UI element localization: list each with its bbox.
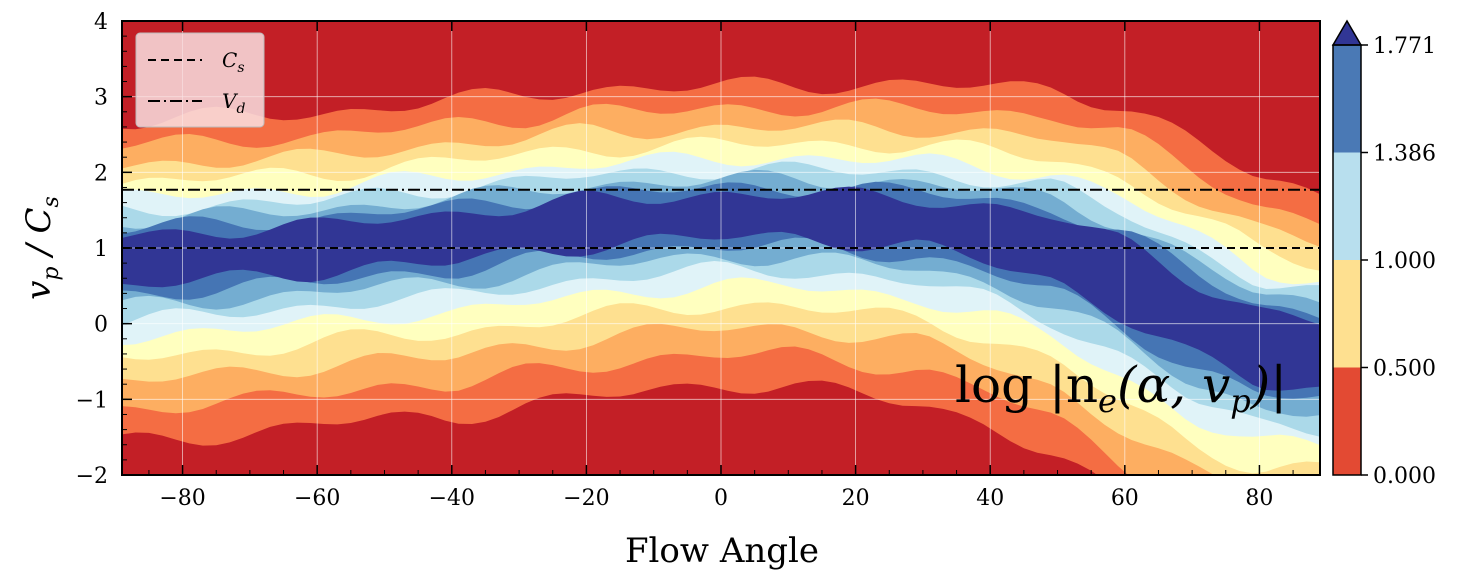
x-tick-label-4: 0 bbox=[714, 486, 728, 511]
y-tick-label-6: 4 bbox=[94, 10, 108, 35]
y-tick-label-2: 0 bbox=[94, 313, 108, 338]
colorbar-tick-label-3: 1.386 bbox=[1373, 142, 1436, 167]
colorbar-tick-label-2: 1.000 bbox=[1373, 249, 1436, 274]
y-tick-label-5: 3 bbox=[94, 86, 108, 111]
x-tick-label-7: 60 bbox=[1111, 486, 1139, 511]
x-tick-label-2: −40 bbox=[429, 486, 475, 511]
x-tick-label-6: 40 bbox=[976, 486, 1004, 511]
y-axis-ticks: −2 −1 0 1 2 3 4 bbox=[76, 10, 132, 489]
y-tick-label-0: −2 bbox=[76, 464, 108, 489]
legend: Cs Vd bbox=[135, 32, 265, 128]
colorbar-tick-label-0: 0.000 bbox=[1373, 464, 1436, 489]
x-axis-ticks: −80 −60 −40 −20 0 20 40 60 80 bbox=[148, 21, 1294, 511]
legend-box bbox=[135, 32, 265, 128]
x-tick-label-0: −80 bbox=[159, 486, 205, 511]
colorbar-segment-2 bbox=[1333, 152, 1361, 260]
x-axis-title: Flow Angle bbox=[625, 531, 819, 571]
contour-band-8 bbox=[122, 186, 1320, 391]
colorbar-segment-0 bbox=[1333, 367, 1361, 475]
y-tick-label-1: −1 bbox=[76, 388, 108, 413]
colorbar-tick-label-4: 1.771 bbox=[1373, 34, 1436, 59]
colorbar-segment-3 bbox=[1333, 45, 1361, 153]
x-tick-label-3: −20 bbox=[563, 486, 609, 511]
colorbar-segment-1 bbox=[1333, 260, 1361, 368]
y-axis-title: vp / Cs bbox=[19, 196, 64, 300]
annotation-log-ne: log |ne(α, vp)| bbox=[955, 356, 1287, 420]
colorbar: 0.000 0.500 1.000 1.386 1.771 bbox=[1331, 19, 1436, 489]
legend-cs-label: Cs bbox=[222, 48, 245, 76]
y-tick-label-3: 1 bbox=[94, 237, 108, 262]
legend-vd-label: Vd bbox=[222, 89, 245, 117]
x-tick-label-1: −60 bbox=[294, 486, 340, 511]
x-tick-label-8: 80 bbox=[1245, 486, 1273, 511]
colorbar-extend-arrow bbox=[1331, 19, 1363, 46]
colorbar-tick-label-1: 0.500 bbox=[1373, 357, 1436, 382]
y-tick-label-4: 2 bbox=[94, 161, 108, 186]
reference-lines bbox=[122, 188, 1320, 249]
x-tick-label-5: 20 bbox=[842, 486, 870, 511]
